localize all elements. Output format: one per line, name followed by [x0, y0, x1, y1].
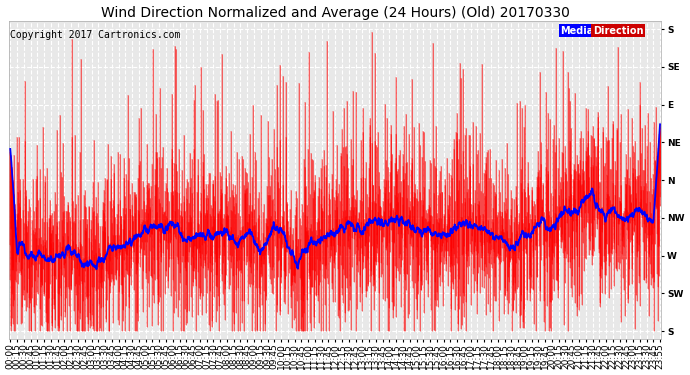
Text: Copyright 2017 Cartronics.com: Copyright 2017 Cartronics.com	[10, 30, 180, 40]
Text: Direction: Direction	[593, 26, 643, 36]
Title: Wind Direction Normalized and Average (24 Hours) (Old) 20170330: Wind Direction Normalized and Average (2…	[101, 6, 570, 20]
Text: Median: Median	[560, 26, 600, 36]
